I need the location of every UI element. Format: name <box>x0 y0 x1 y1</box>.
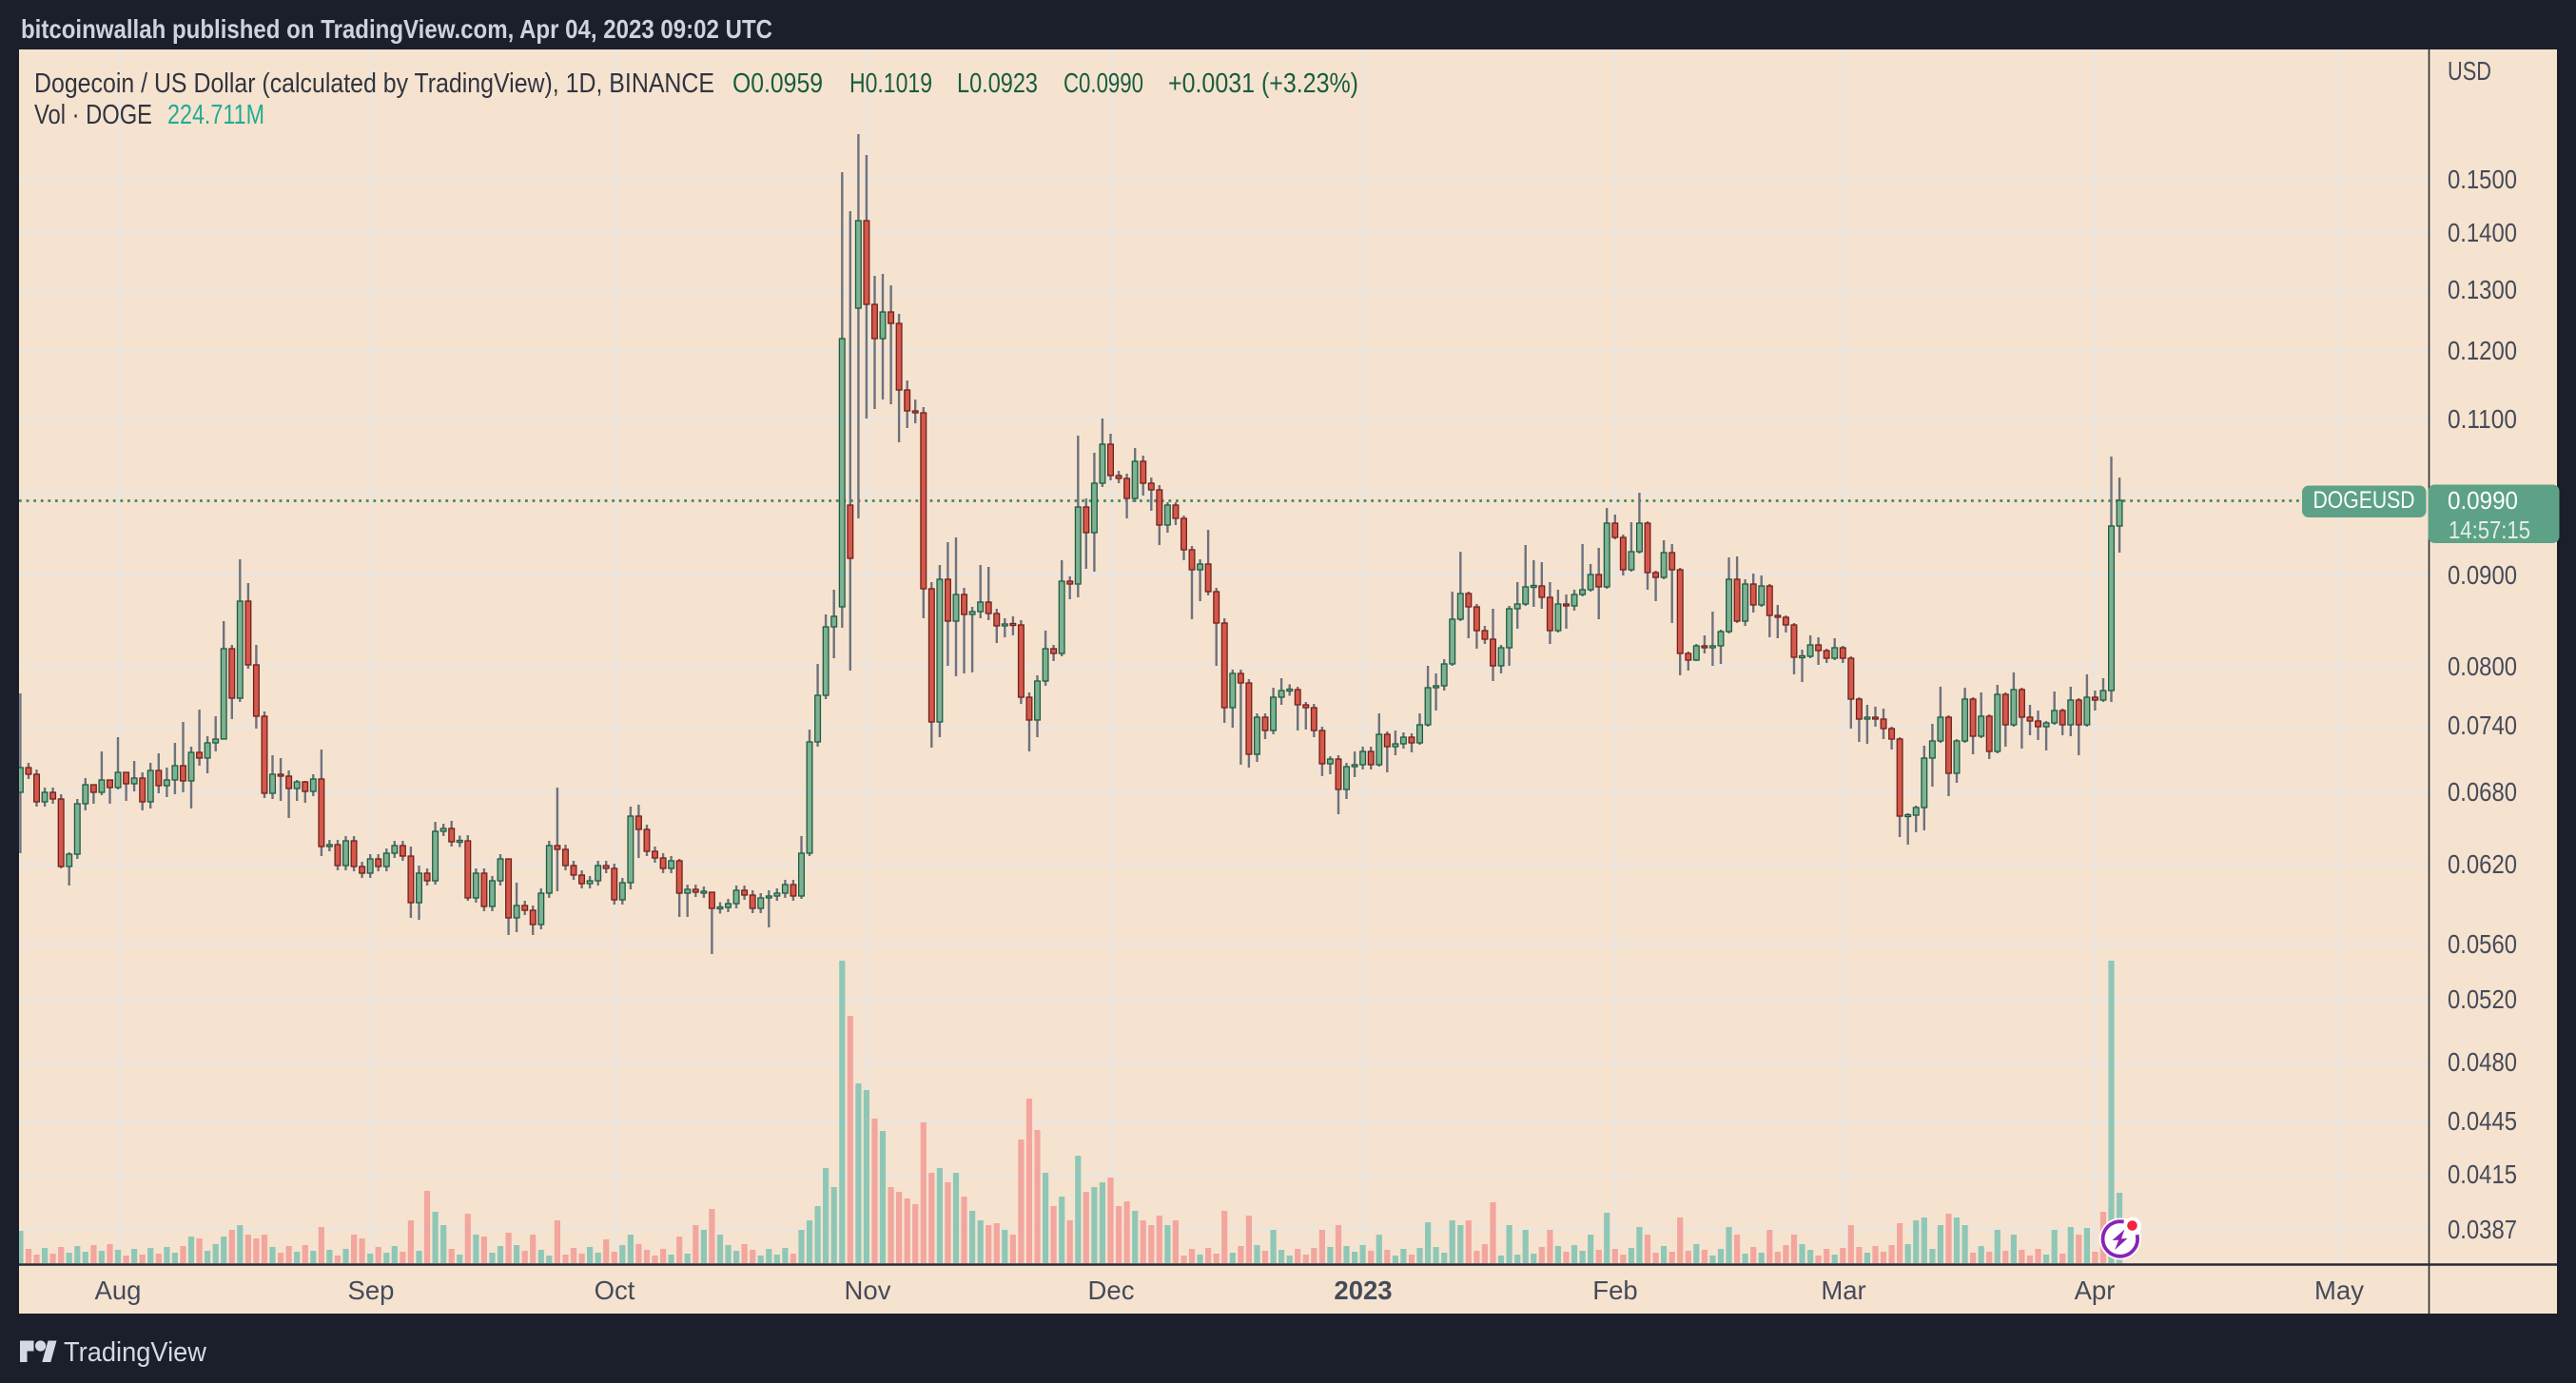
svg-text:0.0415: 0.0415 <box>2448 1159 2517 1189</box>
svg-text:0.1100: 0.1100 <box>2448 404 2517 434</box>
svg-text:bitcoinwallah published on Tra: bitcoinwallah published on TradingView.c… <box>21 14 772 44</box>
svg-text:Sep: Sep <box>348 1276 395 1305</box>
svg-text:0.0520: 0.0520 <box>2448 984 2517 1014</box>
svg-text:0.0900: 0.0900 <box>2448 560 2517 590</box>
svg-text:O0.0959: O0.0959 <box>732 68 823 99</box>
svg-text:14:57:15: 14:57:15 <box>2449 516 2530 544</box>
svg-text:0.1400: 0.1400 <box>2448 218 2517 247</box>
svg-text:Aug: Aug <box>95 1276 142 1305</box>
svg-text:Oct: Oct <box>595 1276 635 1305</box>
svg-text:H0.1019: H0.1019 <box>849 68 932 99</box>
svg-text:0.0800: 0.0800 <box>2448 652 2517 681</box>
svg-text:USD: USD <box>2448 56 2491 86</box>
svg-text:0.0387: 0.0387 <box>2448 1215 2517 1244</box>
svg-text:Dogecoin / US Dollar (calculat: Dogecoin / US Dollar (calculated by Trad… <box>34 68 714 99</box>
svg-text:0.0480: 0.0480 <box>2448 1047 2517 1077</box>
svg-text:+0.0031 (+3.23%): +0.0031 (+3.23%) <box>1168 68 1358 99</box>
svg-text:0.0620: 0.0620 <box>2448 849 2517 879</box>
svg-text:0.0445: 0.0445 <box>2448 1106 2517 1136</box>
svg-text:0.0560: 0.0560 <box>2448 929 2517 959</box>
svg-text:Mar: Mar <box>1821 1276 1865 1305</box>
svg-text:Dec: Dec <box>1088 1276 1135 1305</box>
svg-text:May: May <box>2314 1276 2364 1305</box>
svg-text:Feb: Feb <box>1592 1276 1637 1305</box>
svg-text:Vol · DOGE: Vol · DOGE <box>34 100 152 130</box>
svg-text:0.1500: 0.1500 <box>2448 165 2517 194</box>
svg-text:C0.0990: C0.0990 <box>1064 68 1143 99</box>
svg-text:L0.0923: L0.0923 <box>957 68 1038 99</box>
svg-text:0.0990: 0.0990 <box>2448 486 2518 515</box>
svg-text:Nov: Nov <box>845 1276 891 1305</box>
svg-text:2023: 2023 <box>1334 1276 1392 1305</box>
svg-text:0.1200: 0.1200 <box>2448 336 2517 365</box>
svg-text:224.711M: 224.711M <box>167 100 264 130</box>
svg-text:0.0740: 0.0740 <box>2448 711 2517 740</box>
svg-text:Apr: Apr <box>2075 1276 2116 1305</box>
svg-text:DOGEUSD: DOGEUSD <box>2313 487 2415 514</box>
svg-text:TradingView: TradingView <box>64 1337 207 1368</box>
svg-text:0.0680: 0.0680 <box>2448 777 2517 807</box>
svg-text:0.1300: 0.1300 <box>2448 275 2517 304</box>
